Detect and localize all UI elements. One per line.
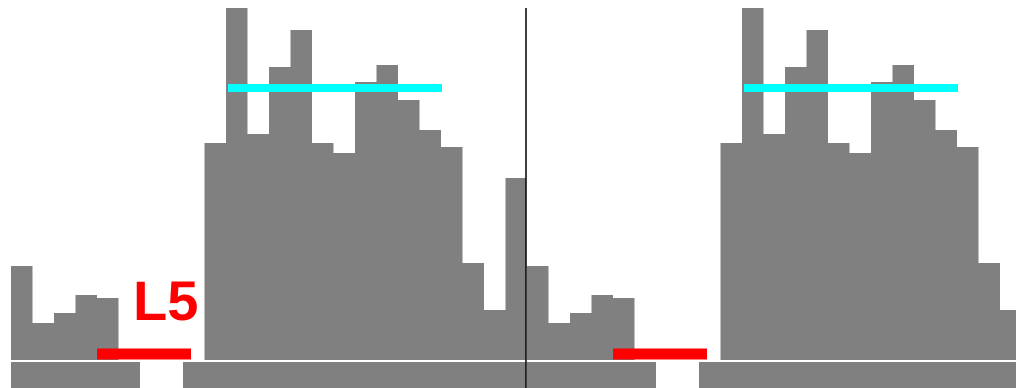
histogram-bar [871,82,893,360]
histogram-bar [484,310,506,360]
histogram-bar [376,65,398,360]
lower-strip-bar [871,362,893,388]
histogram-bar [828,143,850,360]
histogram-bar [269,67,291,360]
histogram-bar [505,178,526,360]
histogram-bar [32,323,54,360]
lower-strip-bar [720,362,742,388]
histogram-bar [957,147,979,360]
histogram-bar [1000,310,1016,360]
lower-strip-bar [785,362,807,388]
histogram-bar [806,30,828,360]
histogram-bar [914,100,936,360]
histogram-bar [591,295,613,360]
histogram-bar [333,153,355,360]
lower-strip-bar [591,362,613,388]
lower-strip-bar [462,362,484,388]
lower-strip-bar [613,362,635,388]
histogram-bar [419,130,441,360]
histogram-bar [570,313,592,360]
lower-strip-bar [204,362,226,388]
lower-strip-bar [828,362,850,388]
lower-strip-bar [484,362,506,388]
histogram-bar [978,263,1000,360]
histogram-bar [742,8,764,360]
histogram-bar [97,298,119,360]
lower-strip-bar [226,362,248,388]
histogram-bar [785,67,807,360]
lower-strip-bar [32,362,54,388]
lower-strip-bar [527,362,549,388]
lower-strip-bar [742,362,764,388]
lower-strip-bar [763,362,785,388]
histogram-bar [247,134,269,360]
lower-strip-bar [892,362,914,388]
lower-strip-bar [398,362,420,388]
gap-label: L5 [133,269,198,332]
lower-strip-bar [505,362,526,388]
lower-strip-bar [97,362,119,388]
histogram-bar [849,153,871,360]
lower-strip-bar [935,362,957,388]
lower-strip-bar [806,362,828,388]
histogram-bar [54,313,76,360]
lower-strip-bar [1000,362,1016,388]
histogram-bar [441,147,463,360]
lower-strip-bar [11,362,33,388]
lower-strip-bar [183,362,205,388]
histogram-bar [290,30,312,360]
lower-strip-bar [312,362,334,388]
lower-strip-bar [978,362,1000,388]
lower-strip-bar [419,362,441,388]
lower-strip-bar [699,362,721,388]
histogram-bar [462,263,484,360]
histogram-bar [312,143,334,360]
lower-strip-bar [118,362,140,388]
lower-strip-bar [441,362,463,388]
lower-strip-bar [269,362,291,388]
histogram-bar [398,100,420,360]
histogram-bar [763,134,785,360]
histogram-bar [204,143,226,360]
lower-strip-bar [54,362,76,388]
histogram-bar [527,266,549,360]
histogram-bar [11,266,33,360]
lower-strip-bar [333,362,355,388]
histogram-bar [75,295,97,360]
lower-strip-bar [247,362,269,388]
left-histogram-panel: L5 [11,8,526,388]
histogram-bar [226,8,248,360]
lower-strip-bar [957,362,979,388]
lower-strip-bar [355,362,377,388]
histogram-bar [613,298,635,360]
lower-strip-bar [849,362,871,388]
lower-strip-bar [376,362,398,388]
right-histogram-panel [527,8,1016,388]
histogram-bar [548,323,570,360]
histogram-bar [935,130,957,360]
lower-strip-bar [570,362,592,388]
lower-strip-bar [914,362,936,388]
histogram-bar [355,82,377,360]
lower-strip-bar [634,362,656,388]
lower-strip-bar [75,362,97,388]
histogram-bar [892,65,914,360]
histogram-bar [720,143,742,360]
lower-strip-bar [548,362,570,388]
lower-strip-bar [290,362,312,388]
